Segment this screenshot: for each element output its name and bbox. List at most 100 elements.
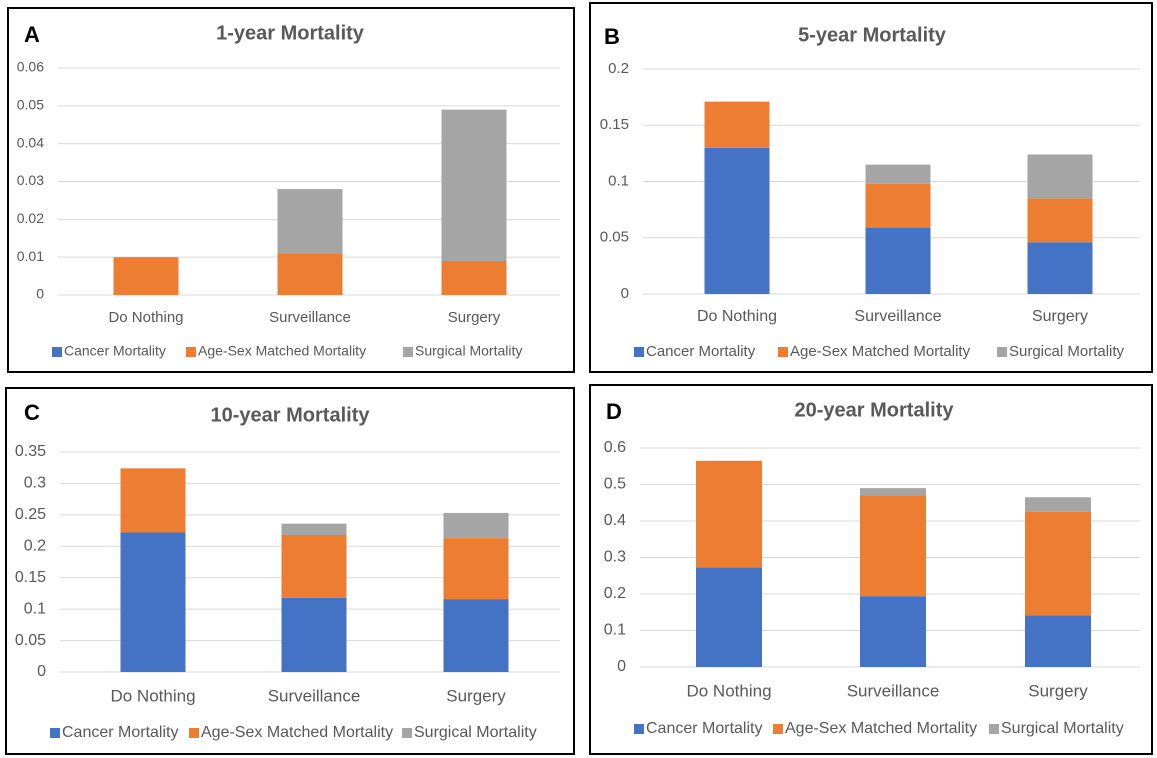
legend-label: Age-Sex Matched Mortality — [201, 724, 393, 741]
y-tick-label: 0 — [617, 658, 626, 675]
bar-segment — [113, 257, 179, 295]
bar-segment — [865, 164, 931, 184]
panel-letter: A — [24, 22, 40, 47]
x-tick-label: Surgery — [1028, 681, 1088, 700]
y-tick-label: 0.2 — [608, 60, 629, 77]
bar-segment — [1027, 242, 1093, 294]
legend-swatch — [773, 724, 783, 734]
y-tick-label: 0.02 — [17, 210, 44, 226]
x-tick-label: Surveillance — [268, 686, 361, 705]
y-tick-label: 0.03 — [17, 172, 44, 188]
chart-title: 20-year Mortality — [795, 399, 955, 421]
y-tick-label: 0.1 — [24, 600, 46, 617]
bar-segment — [1027, 154, 1093, 199]
y-tick-label: 0.15 — [15, 569, 46, 586]
legend-swatch — [778, 347, 788, 357]
bar-segment — [441, 109, 507, 261]
y-tick-label: 0.15 — [600, 116, 629, 133]
bar-segment — [443, 538, 509, 600]
bar-segment — [443, 599, 509, 672]
x-tick-label: Surgery — [446, 686, 506, 705]
legend-label: Cancer Mortality — [62, 724, 178, 741]
chart-title: 5-year Mortality — [798, 24, 947, 46]
legend-swatch — [186, 347, 196, 357]
legend-label: Age-Sex Matched Mortality — [785, 720, 977, 737]
y-tick-label: 0.3 — [604, 549, 626, 566]
y-tick-label: 0.5 — [604, 476, 626, 493]
legend-label: Cancer Mortality — [646, 720, 762, 737]
bar-segment — [120, 532, 186, 672]
chart-title: 10-year Mortality — [211, 404, 371, 426]
y-tick-label: 0.25 — [15, 506, 46, 523]
y-tick-label: 0.1 — [604, 622, 626, 639]
bar-segment — [120, 468, 186, 533]
y-tick-label: 0.35 — [15, 443, 46, 460]
bar-segment — [865, 183, 931, 228]
legend-swatch — [403, 347, 413, 357]
bar-segment — [865, 227, 931, 294]
legend-swatch — [402, 728, 412, 738]
legend-label: Cancer Mortality — [646, 343, 756, 360]
x-tick-label: Do Nothing — [686, 681, 771, 700]
panel-border — [7, 7, 575, 373]
panel-border — [5, 387, 575, 755]
bar-segment — [1027, 198, 1093, 243]
panel-letter: C — [24, 400, 40, 425]
legend-swatch — [634, 724, 644, 734]
chart-title: 1-year Mortality — [216, 22, 365, 44]
legend-swatch — [989, 724, 999, 734]
y-tick-label: 0.05 — [15, 632, 46, 649]
x-tick-label: Surgery — [448, 309, 501, 326]
bar-segment — [704, 147, 770, 294]
y-tick-label: 0.04 — [17, 134, 44, 150]
x-tick-label: Surveillance — [847, 681, 940, 700]
x-tick-label: Do Nothing — [108, 309, 183, 326]
bar-segment — [1025, 511, 1091, 616]
x-tick-label: Surgery — [1032, 308, 1088, 325]
y-tick-label: 0.1 — [608, 172, 629, 189]
bar-segment — [696, 567, 762, 667]
bar-segment — [1025, 497, 1091, 512]
x-tick-label: Do Nothing — [697, 308, 777, 325]
y-tick-label: 0 — [36, 286, 44, 302]
bar-segment — [860, 596, 926, 667]
legend-swatch — [634, 347, 644, 357]
legend-swatch — [50, 728, 60, 738]
y-tick-label: 0.2 — [604, 585, 626, 602]
y-tick-label: 0.05 — [600, 229, 629, 246]
legend-label: Age-Sex Matched Mortality — [198, 343, 366, 359]
legend-label: Cancer Mortality — [64, 343, 166, 359]
y-tick-label: 0.2 — [24, 538, 46, 555]
bar-segment — [281, 534, 347, 598]
legend-swatch — [52, 347, 62, 357]
bar-segment — [860, 488, 926, 496]
x-tick-label: Do Nothing — [110, 686, 195, 705]
y-tick-label: 0.01 — [17, 248, 44, 264]
bar-segment — [441, 260, 507, 295]
bar-segment — [443, 512, 509, 539]
y-tick-label: 0 — [621, 285, 629, 302]
legend-label: Surgical Mortality — [1001, 720, 1124, 737]
panel-border — [589, 384, 1153, 755]
panel-border — [589, 2, 1153, 373]
bar-segment — [281, 597, 347, 672]
bar-segment — [277, 189, 343, 254]
bar-segment — [696, 460, 762, 568]
legend-label: Surgical Mortality — [1009, 343, 1125, 360]
bar-segment — [1025, 615, 1091, 667]
bar-segment — [860, 495, 926, 597]
legend-label: Surgical Mortality — [414, 724, 537, 741]
legend-label: Surgical Mortality — [415, 343, 522, 359]
panel-letter: B — [604, 24, 620, 49]
legend-swatch — [997, 347, 1007, 357]
bar-segment — [704, 101, 770, 148]
x-tick-label: Surveillance — [269, 309, 351, 326]
y-tick-label: 0.06 — [17, 59, 44, 75]
bar-segment — [281, 523, 347, 535]
y-tick-label: 0.05 — [17, 97, 44, 113]
y-tick-label: 0.3 — [24, 475, 46, 492]
y-tick-label: 0.4 — [604, 512, 626, 529]
legend-label: Age-Sex Matched Mortality — [790, 343, 971, 360]
bar-segment — [277, 253, 343, 295]
